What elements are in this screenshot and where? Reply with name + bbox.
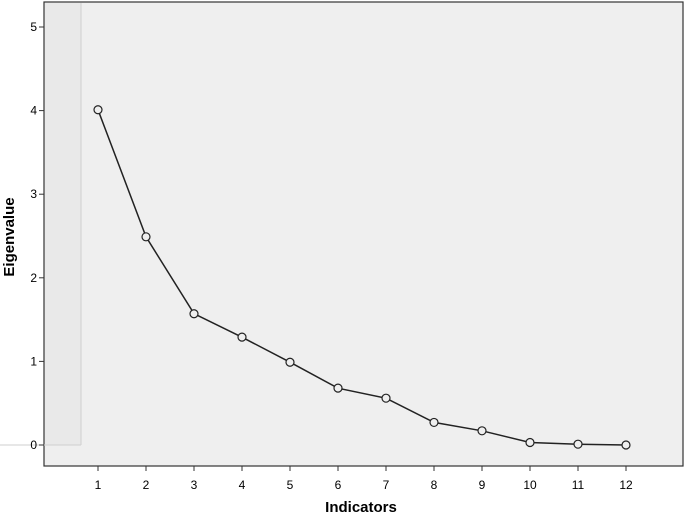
y-tick-label: 5 [30, 20, 37, 34]
x-tick-label: 12 [619, 478, 633, 492]
y-axis-title: Eigenvalue [1, 197, 18, 276]
inner-panel [45, 3, 81, 445]
data-point [477, 426, 487, 436]
x-tick-label: 3 [191, 478, 198, 492]
data-point [573, 439, 583, 449]
x-tick-label: 1 [95, 478, 102, 492]
data-point [525, 437, 535, 448]
x-tick-label: 10 [523, 478, 537, 492]
data-point [189, 309, 199, 319]
data-point [141, 232, 151, 242]
data-point [381, 393, 391, 403]
x-tick-label: 5 [287, 478, 294, 492]
x-axis-title: Indicators [325, 499, 397, 516]
x-axis: 1 2 3 4 5 6 7 8 9 10 11 12 [95, 466, 633, 492]
data-markers [93, 105, 631, 450]
x-tick-label: 7 [383, 478, 390, 492]
y-tick-label: 2 [30, 271, 37, 285]
data-point [333, 383, 343, 393]
data-point [285, 357, 295, 367]
plot-area [43, 1, 684, 467]
data-point [429, 417, 439, 428]
y-tick-label: 3 [30, 187, 37, 201]
data-point [93, 105, 103, 115]
y-tick-label: 4 [30, 104, 37, 118]
x-tick-label: 8 [431, 478, 438, 492]
data-point [621, 440, 631, 450]
series-line [97, 109, 627, 446]
x-tick-label: 4 [239, 478, 246, 492]
x-tick-label: 6 [335, 478, 342, 492]
data-point [237, 332, 247, 342]
y-tick-label: 0 [30, 438, 37, 452]
x-tick-label: 2 [143, 478, 150, 492]
y-tick-label: 1 [30, 354, 37, 368]
x-tick-label: 11 [572, 478, 585, 492]
x-tick-label: 9 [479, 478, 486, 492]
y-axis: 0 1 2 3 4 5 [30, 20, 44, 452]
